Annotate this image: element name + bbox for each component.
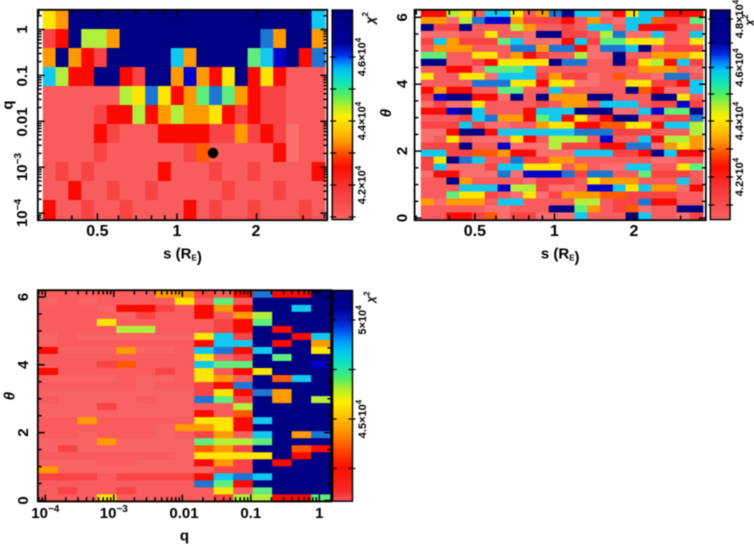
svg-text:q: q: [0, 100, 17, 109]
svg-text:4.5×104: 4.5×104: [354, 399, 369, 438]
svg-text:1: 1: [173, 223, 182, 240]
svg-text:2: 2: [630, 223, 639, 240]
svg-text:4.6×104: 4.6×104: [731, 48, 746, 87]
svg-text:1: 1: [14, 25, 31, 33]
svg-text:1: 1: [550, 223, 559, 240]
svg-text:6: 6: [394, 13, 411, 21]
svg-text:q: q: [180, 528, 189, 545]
svg-text:2: 2: [394, 147, 411, 155]
svg-text:1: 1: [315, 505, 323, 522]
svg-text:χ2: χ2: [361, 11, 378, 26]
svg-text:χ2: χ2: [741, 14, 754, 28]
svg-text:4.2×104: 4.2×104: [731, 157, 746, 196]
svg-text:5×104: 5×104: [354, 305, 369, 335]
svg-text:0.5: 0.5: [86, 223, 108, 240]
svg-text:χ2: χ2: [362, 291, 377, 305]
svg-text:2: 2: [252, 223, 261, 240]
svg-text:0.1: 0.1: [14, 66, 31, 87]
svg-text:4.8×104: 4.8×104: [731, 0, 746, 38]
svg-text:6: 6: [15, 293, 32, 301]
svg-text:0.5: 0.5: [464, 223, 486, 240]
svg-text:0.01: 0.01: [169, 505, 198, 522]
svg-text:θ: θ: [378, 108, 395, 117]
svg-text:0: 0: [394, 214, 411, 222]
svg-text:2: 2: [15, 428, 32, 436]
svg-text:0.01: 0.01: [14, 107, 31, 136]
svg-text:0.1: 0.1: [240, 505, 261, 522]
svg-text:4.4×104: 4.4×104: [354, 101, 369, 140]
svg-text:4: 4: [394, 79, 411, 88]
svg-text:0: 0: [15, 496, 32, 504]
svg-text:4.6×104: 4.6×104: [354, 37, 369, 76]
svg-text:4: 4: [15, 360, 32, 369]
svg-text:θ: θ: [1, 391, 18, 400]
svg-text:4.4×104: 4.4×104: [731, 101, 746, 140]
svg-text:4.2×104: 4.2×104: [354, 165, 369, 204]
